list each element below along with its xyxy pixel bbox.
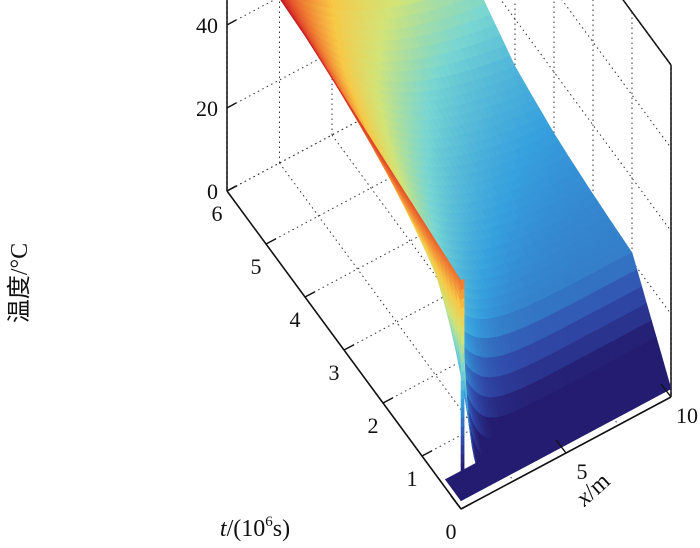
tick-label-t: 5	[251, 254, 262, 279]
tick-z	[226, 19, 237, 26]
tick-label-t: 0	[446, 519, 457, 544]
surface-drop-face	[460, 278, 465, 291]
tick-t	[304, 291, 316, 298]
tick-t	[226, 185, 238, 192]
tick-label-z: 40	[196, 13, 218, 38]
grid-line	[279, 162, 514, 482]
tick-label-t: 3	[329, 360, 340, 385]
axis-ticks	[226, 19, 672, 510]
t-axis-title-exp: 6	[265, 514, 273, 530]
tick-label-x: 5	[577, 459, 588, 484]
tick-t	[265, 238, 277, 245]
grid-line	[331, 134, 567, 454]
tick-t	[421, 450, 433, 457]
tick-x	[450, 495, 462, 510]
t-axis-title: t/(106s)	[220, 514, 290, 542]
tick-label-z: 20	[196, 96, 218, 121]
tick-label-z: 0	[207, 179, 218, 204]
tick-z	[226, 102, 237, 109]
tick-t	[460, 503, 472, 510]
t-axis-title-unit-b: s)	[273, 516, 290, 542]
tick-labels: 0204060800123456510	[196, 13, 698, 544]
tick-label-t: 1	[407, 466, 418, 491]
surface-cold-floor	[444, 367, 672, 502]
tick-t	[343, 344, 355, 351]
tick-label-t: 6	[212, 201, 223, 226]
t-axis-title-var: t	[220, 516, 228, 542]
tick-label-x: 10	[676, 403, 698, 428]
tick-t	[382, 397, 394, 404]
temperature-surface	[280, 0, 672, 502]
x-axis-title: x/m	[570, 468, 615, 512]
t-axis-title-unit-a: /(10	[227, 516, 266, 542]
tick-x	[555, 439, 567, 454]
frame-edge	[622, 0, 672, 66]
surface-patch	[290, 13, 296, 22]
tick-label-t: 2	[368, 413, 379, 438]
tick-label-t: 4	[290, 307, 301, 332]
z-axis-title: 温度/°C	[6, 243, 33, 323]
tick-x	[660, 383, 672, 398]
